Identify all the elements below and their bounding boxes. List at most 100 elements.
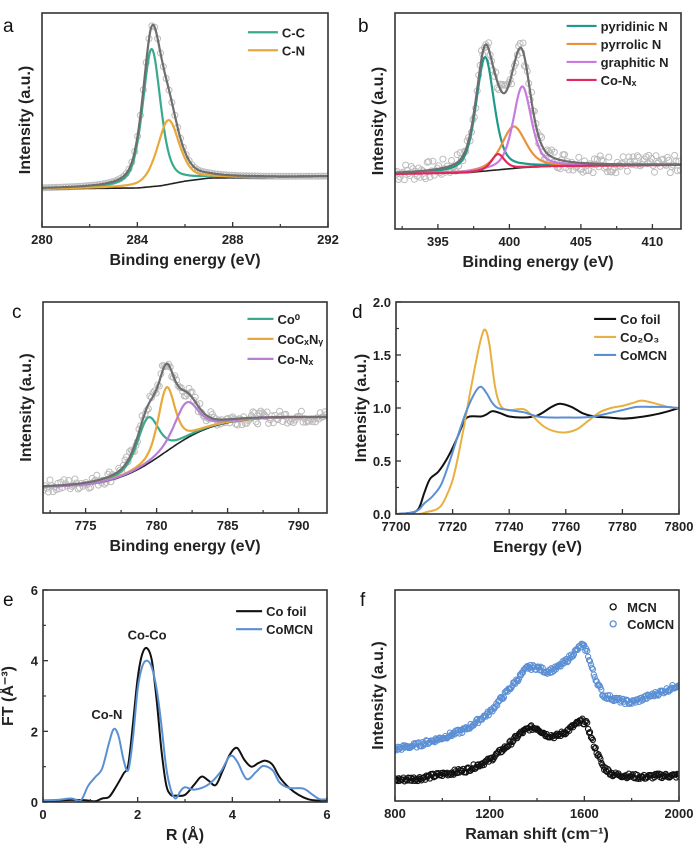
data-point-comcn [598, 686, 605, 693]
baseline-line [43, 416, 327, 488]
raw-data-point [439, 155, 447, 163]
x-tick-label: 7740 [495, 519, 524, 534]
raw-data-point [60, 476, 68, 484]
legend-label: pyridinic N [601, 19, 668, 34]
raw-data-point [265, 419, 273, 427]
x-axis-title: Binding energy (eV) [109, 538, 260, 555]
data-point-comcn [501, 689, 508, 696]
raw-data-point [519, 39, 527, 47]
raw-data-point [652, 152, 660, 160]
y-axis-title: Intensity (a.u.) [370, 67, 387, 175]
raw-data-point [276, 407, 284, 415]
x-tick-label: 2000 [665, 806, 694, 821]
y-axis-title: Intensity (a.u.) [353, 354, 370, 462]
peak-component-line [395, 56, 681, 175]
raw-data-point [585, 167, 593, 174]
panel-d: d 7700 7720 7740 7760 7780 7800 0.0 0.5 1.0 1.5 2.0… [352, 295, 693, 556]
x-tick-label: 1200 [475, 806, 504, 821]
data-point-mcn [554, 732, 561, 740]
y-tick-label: 2.0 [373, 295, 391, 310]
raw-data-point [321, 408, 327, 416]
peak-annotation: Co-N [91, 707, 122, 722]
y-axis-title: Intensity (a.u.) [18, 353, 35, 461]
x-tick-label: 284 [126, 232, 148, 247]
legend: Co foil Co₂O₃ CoMCN [594, 312, 667, 363]
legend-label: CoMCN [266, 622, 313, 637]
legend-label: graphitic N [601, 55, 669, 70]
legend: Co foil CoMCN [236, 604, 313, 637]
raw-data-point [520, 62, 528, 70]
raw-data-point [71, 475, 79, 483]
data-point-mcn [487, 755, 494, 762]
data-point-comcn [604, 692, 612, 699]
raw-data-point [255, 409, 263, 417]
legend: pyridinic N pyrrolic N graphitic N Co-Nₓ [566, 19, 669, 88]
x-tick-label: 6 [323, 807, 330, 822]
raw-data-point [550, 148, 558, 156]
legend-label: Co⁰ [277, 312, 300, 327]
raw-data-point [429, 157, 437, 165]
raw-data-point [448, 157, 455, 164]
y-tick-label: 0.0 [373, 507, 391, 522]
data-point-mcn [519, 729, 526, 737]
series-line [396, 385, 679, 514]
legend: MCN CoMCN [609, 600, 674, 632]
data-point-mcn [674, 772, 679, 779]
panel-b: b 395 400 405 410 Binding energy (eV) Intensit… [358, 12, 682, 271]
x-tick-label: 7780 [608, 519, 637, 534]
raw-data-point [485, 39, 493, 47]
x-axis-title: Raman shift (cm⁻¹) [465, 826, 609, 843]
data-point-comcn [580, 641, 587, 648]
raw-data-point [297, 407, 305, 415]
raw-data-point [263, 408, 271, 416]
x-tick-label: 395 [427, 234, 449, 249]
data-point-mcn [584, 725, 592, 733]
legend-label: Co₂O₃ [620, 330, 659, 345]
raw-data-point [605, 153, 613, 161]
data-point-comcn [586, 658, 594, 665]
x-tick-label: 7700 [382, 519, 411, 534]
raw-data-point [575, 153, 583, 161]
panel-c: c 775 780 785 790 Binding energy (eV) Intensit… [12, 301, 328, 555]
envelope-fit-line [43, 362, 327, 488]
raw-data-point [254, 420, 262, 428]
y-axis-title: FT (Å⁻³) [0, 666, 17, 726]
envelope-fit-line [395, 43, 681, 174]
data-point-comcn [443, 735, 451, 742]
raw-data-point [44, 488, 52, 496]
y-tick-label: 0.5 [373, 454, 391, 469]
raw-data-point [422, 175, 430, 183]
x-tick-label: 4 [229, 807, 237, 822]
y-axis-title: Intensity (a.u.) [17, 66, 34, 174]
x-tick-label: 800 [384, 806, 406, 821]
data-point-comcn [507, 685, 514, 693]
x-tick-label: 288 [222, 232, 244, 247]
raw-data-point [612, 169, 620, 177]
raw-data-point [619, 153, 627, 161]
data-point-comcn [584, 647, 591, 655]
x-tick-label: 780 [146, 518, 168, 533]
x-axis-title: Binding energy (eV) [109, 252, 260, 269]
raw-data-point [625, 153, 633, 161]
raw-data-point [623, 167, 631, 175]
x-tick-label: 775 [75, 518, 97, 533]
raw-data-point [46, 476, 54, 484]
raw-data-point [666, 169, 674, 177]
x-axis-title: Energy (eV) [493, 539, 582, 556]
plot-area [395, 640, 679, 785]
x-tick-label: 1600 [570, 806, 599, 821]
data-point-comcn [593, 677, 600, 685]
raw-data-point [93, 471, 101, 479]
data-point-mcn [489, 757, 496, 764]
panel-letter: e [3, 590, 14, 611]
raw-data-point [251, 409, 259, 417]
legend-label: Co foil [620, 312, 660, 327]
legend-label: CoMCN [627, 617, 674, 632]
x-axis-title: Binding energy (eV) [462, 254, 613, 271]
legend-marker [609, 603, 617, 611]
data-point-comcn [456, 730, 463, 737]
x-tick-label: 790 [288, 518, 310, 533]
raw-data-point [561, 151, 568, 159]
data-point-comcn [485, 711, 492, 719]
